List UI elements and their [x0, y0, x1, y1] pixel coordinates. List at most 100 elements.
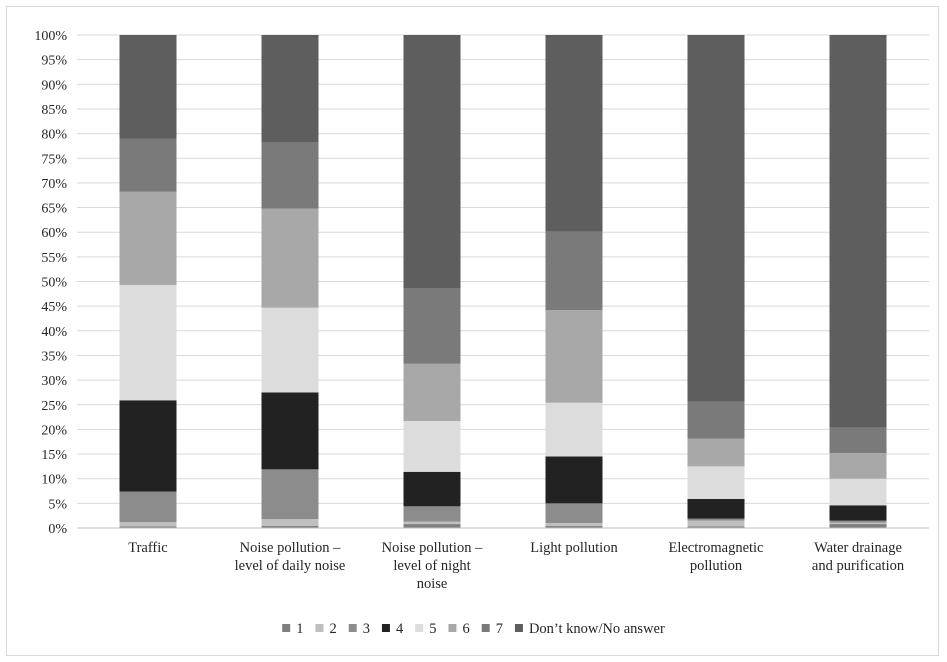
legend-swatch: [514, 624, 523, 632]
y-tick-label: 10%: [41, 473, 67, 488]
bar-segment-7-cat-4: [545, 231, 603, 311]
y-tick-label: 85%: [41, 103, 67, 118]
y-tick-label: 70%: [41, 177, 67, 192]
y-tick-label: 90%: [41, 78, 67, 93]
y-tick-label: 30%: [41, 374, 67, 389]
legend-label: Don’t know/No answer: [529, 621, 665, 637]
legend-swatch: [481, 624, 490, 632]
legend-item: 2: [315, 621, 337, 637]
bar-segment-4-cat-4: [545, 456, 603, 504]
bar-segment-8-cat-6: [829, 35, 887, 428]
y-tick-label: 75%: [41, 152, 67, 167]
bar-segment-1-cat-6: [829, 524, 887, 528]
bar-segment-3-cat-4: [545, 503, 603, 524]
x-category-label: Traffic: [128, 540, 167, 556]
legend-item: 1: [282, 621, 303, 637]
legend-swatch: [282, 624, 291, 632]
x-category-label: Noise pollution – level of daily noise: [235, 540, 346, 574]
legend-label: 6: [462, 621, 469, 637]
bar-segment-4-cat-3: [403, 471, 461, 507]
legend-label: 7: [496, 621, 503, 637]
legend-label: 2: [329, 621, 336, 637]
bar-segment-3-cat-2: [261, 469, 319, 520]
bar-segment-7-cat-6: [829, 427, 887, 454]
y-tick-label: 15%: [41, 448, 67, 463]
bar-segment-8-cat-5: [687, 35, 745, 402]
legend-item: 7: [481, 621, 503, 637]
stacked-bar-chart: 0% 5% 10% 15% 20% 25% 30% 35% 40% 45% 50% 55% 60% 65%…: [34, 29, 929, 637]
bar-segment-5-cat-1: [119, 284, 177, 401]
legend-label: 3: [363, 621, 370, 637]
bar-segment-2-cat-6: [829, 522, 887, 525]
bar-segment-2-cat-3: [403, 521, 461, 525]
bar-segment-7-cat-2: [261, 141, 319, 209]
bars: [119, 35, 887, 528]
bar-segment-6-cat-6: [829, 453, 887, 479]
bar-segment-1-cat-1: [119, 526, 177, 528]
bar-segment-1-cat-5: [687, 526, 745, 528]
bar-segment-6-cat-4: [545, 310, 603, 403]
y-tick-label: 95%: [41, 54, 67, 69]
bar-segment-3-cat-1: [119, 491, 177, 523]
chart-frame: 0% 5% 10% 15% 20% 25% 30% 35% 40% 45% 50% 55% 60% 65%…: [6, 6, 939, 656]
x-category-label: Electromagnetic pollution: [668, 540, 763, 574]
legend-label: 1: [296, 621, 303, 637]
legend-swatch: [415, 624, 424, 632]
bar-segment-6-cat-5: [687, 438, 745, 467]
bar-segment-8-cat-3: [403, 35, 461, 289]
bar-segment-4-cat-1: [119, 400, 177, 492]
y-axis-ticks: 0% 5% 10% 15% 20% 25% 30% 35% 40% 45% 50% 55% 60% 65%…: [34, 29, 67, 537]
bar-segment-2-cat-1: [119, 522, 177, 527]
bar-segment-3-cat-5: [687, 518, 745, 521]
legend-item: 3: [348, 621, 370, 637]
bar-segment-3-cat-3: [403, 506, 461, 522]
y-tick-label: 0%: [48, 522, 67, 537]
bar-segment-5-cat-2: [261, 307, 319, 393]
bar-segment-8-cat-4: [545, 35, 603, 232]
bar-segment-2-cat-2: [261, 519, 319, 527]
bar-segment-4-cat-2: [261, 392, 319, 470]
legend-item: 5: [415, 621, 436, 637]
x-category-label: Noise pollution – level of night noise: [382, 540, 483, 592]
legend-swatch: [381, 624, 390, 632]
bar-segment-1-cat-4: [545, 526, 603, 528]
bar-segment-6-cat-2: [261, 208, 319, 308]
legend-item: 4: [381, 621, 404, 637]
y-tick-label: 60%: [41, 226, 67, 241]
y-tick-label: 100%: [34, 29, 67, 44]
legend-swatch: [348, 624, 357, 632]
bar-segment-2-cat-4: [545, 523, 603, 527]
legend-label: 4: [396, 621, 404, 637]
bar-segment-5-cat-4: [545, 402, 603, 457]
y-tick-label: 45%: [41, 300, 67, 315]
y-tick-label: 5%: [48, 497, 67, 512]
bar-segment-7-cat-5: [687, 401, 745, 439]
x-category-label: Water drainage and purification: [812, 540, 905, 574]
y-tick-label: 35%: [41, 349, 67, 364]
legend-swatch: [315, 624, 324, 632]
bar-segment-4-cat-5: [687, 498, 745, 519]
legend-item: Don’t know/No answer: [514, 621, 665, 637]
gridlines: [77, 34, 929, 504]
x-axis-categories: Traffic Noise pollution – level of daily n…: [128, 540, 905, 592]
bar-segment-5-cat-3: [403, 421, 461, 472]
bar-segment-4-cat-6: [829, 505, 887, 521]
y-tick-label: 25%: [41, 399, 67, 414]
bar-segment-1-cat-2: [261, 526, 319, 528]
bar-segment-2-cat-5: [687, 520, 745, 527]
bar-segment-5-cat-5: [687, 466, 745, 499]
legend-item: 6: [448, 621, 470, 637]
bar-segment-3-cat-6: [829, 520, 887, 523]
bar-segment-6-cat-3: [403, 363, 461, 422]
y-tick-label: 55%: [41, 251, 67, 266]
legend: 1 2 3 4 5 6 7 Don’t know/No answer: [282, 621, 665, 637]
legend-label: 5: [429, 621, 436, 637]
bar-segment-7-cat-3: [403, 288, 461, 364]
bar-segment-6-cat-1: [119, 191, 177, 285]
bar-segment-8-cat-1: [119, 35, 177, 139]
bar-segment-1-cat-3: [403, 524, 461, 528]
bar-segment-5-cat-6: [829, 478, 887, 506]
y-tick-label: 50%: [41, 276, 67, 291]
x-category-label: Light pollution: [530, 540, 618, 556]
bar-segment-7-cat-1: [119, 138, 177, 192]
